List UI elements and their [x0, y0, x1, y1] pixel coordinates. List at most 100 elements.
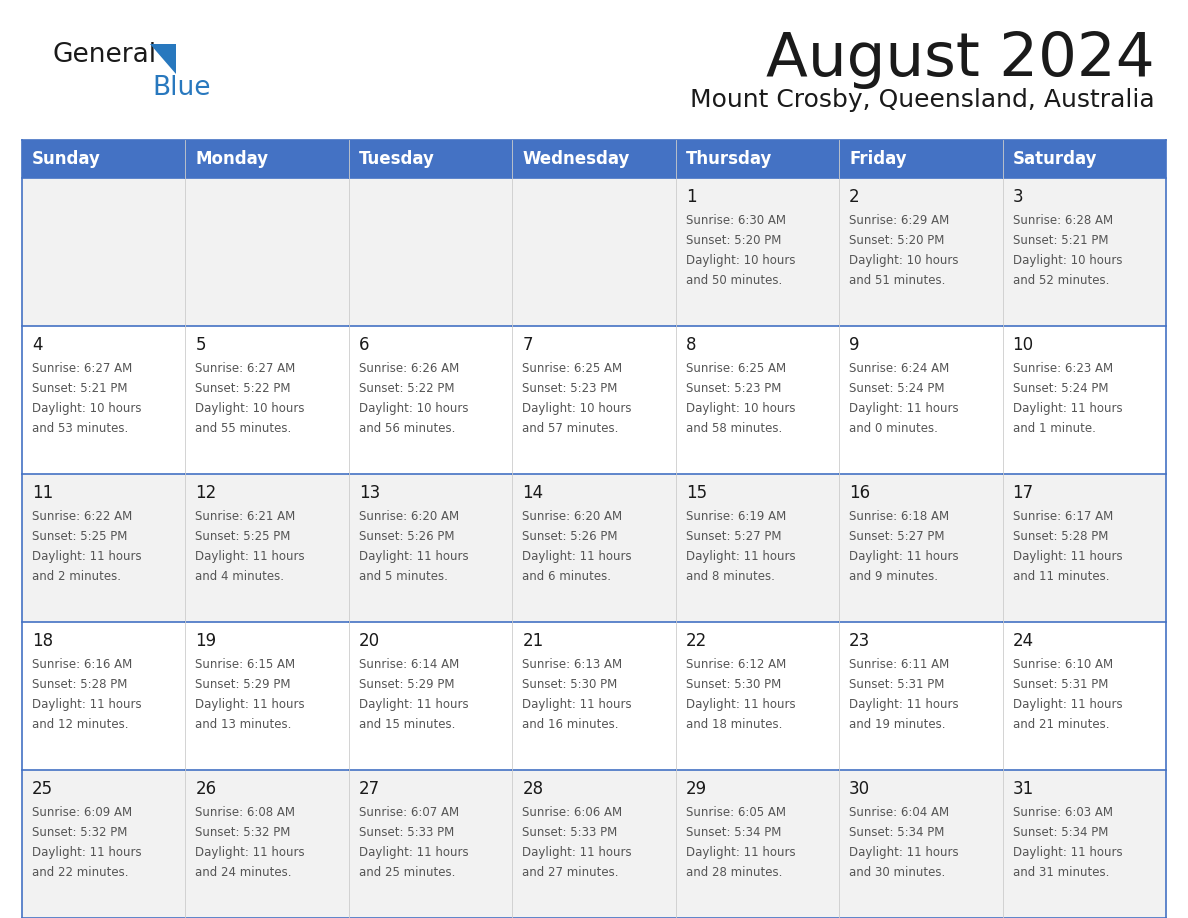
- Text: 28: 28: [523, 780, 543, 798]
- Bar: [349, 770, 512, 918]
- Text: Sunset: 5:29 PM: Sunset: 5:29 PM: [196, 678, 291, 691]
- Text: Sunrise: 6:15 AM: Sunrise: 6:15 AM: [196, 658, 296, 671]
- Text: Mount Crosby, Queensland, Australia: Mount Crosby, Queensland, Australia: [690, 88, 1155, 112]
- Bar: [676, 178, 839, 326]
- Text: Sunrise: 6:28 AM: Sunrise: 6:28 AM: [1012, 214, 1113, 227]
- Text: 21: 21: [523, 632, 544, 650]
- Text: Daylight: 11 hours: Daylight: 11 hours: [685, 550, 795, 563]
- Text: 27: 27: [359, 780, 380, 798]
- Text: Sunset: 5:29 PM: Sunset: 5:29 PM: [359, 678, 454, 691]
- Text: Sunrise: 6:09 AM: Sunrise: 6:09 AM: [32, 806, 132, 819]
- Text: 18: 18: [32, 632, 53, 650]
- Text: Daylight: 11 hours: Daylight: 11 hours: [32, 846, 141, 859]
- Text: and 1 minute.: and 1 minute.: [1012, 422, 1095, 435]
- Text: Sunrise: 6:25 AM: Sunrise: 6:25 AM: [523, 362, 623, 375]
- Text: Sunset: 5:24 PM: Sunset: 5:24 PM: [849, 382, 944, 395]
- Text: Sunset: 5:28 PM: Sunset: 5:28 PM: [32, 678, 127, 691]
- Text: Daylight: 10 hours: Daylight: 10 hours: [523, 402, 632, 415]
- Text: Sunset: 5:25 PM: Sunset: 5:25 PM: [196, 530, 291, 543]
- Text: Sunrise: 6:07 AM: Sunrise: 6:07 AM: [359, 806, 459, 819]
- Text: and 53 minutes.: and 53 minutes.: [32, 422, 128, 435]
- Text: Sunset: 5:26 PM: Sunset: 5:26 PM: [523, 530, 618, 543]
- Text: and 12 minutes.: and 12 minutes.: [32, 718, 128, 731]
- Text: Daylight: 10 hours: Daylight: 10 hours: [1012, 254, 1123, 267]
- Text: Sunrise: 6:19 AM: Sunrise: 6:19 AM: [685, 510, 786, 523]
- Text: 25: 25: [32, 780, 53, 798]
- Text: 12: 12: [196, 484, 216, 502]
- Text: and 50 minutes.: and 50 minutes.: [685, 274, 782, 287]
- Bar: [23, 326, 185, 474]
- Text: Sunrise: 6:10 AM: Sunrise: 6:10 AM: [1012, 658, 1113, 671]
- Text: Daylight: 10 hours: Daylight: 10 hours: [196, 402, 305, 415]
- Bar: [512, 622, 676, 770]
- Text: Daylight: 11 hours: Daylight: 11 hours: [196, 550, 305, 563]
- Bar: [349, 474, 512, 622]
- Text: Daylight: 11 hours: Daylight: 11 hours: [685, 846, 795, 859]
- Text: Daylight: 10 hours: Daylight: 10 hours: [359, 402, 468, 415]
- Text: 30: 30: [849, 780, 871, 798]
- Text: Sunrise: 6:27 AM: Sunrise: 6:27 AM: [196, 362, 296, 375]
- Text: Sunset: 5:24 PM: Sunset: 5:24 PM: [1012, 382, 1108, 395]
- Text: 7: 7: [523, 336, 532, 354]
- Text: Sunrise: 6:18 AM: Sunrise: 6:18 AM: [849, 510, 949, 523]
- Text: Sunrise: 6:23 AM: Sunrise: 6:23 AM: [1012, 362, 1113, 375]
- Bar: [185, 474, 349, 622]
- Text: Wednesday: Wednesday: [523, 150, 630, 168]
- Text: 9: 9: [849, 336, 860, 354]
- Text: Sunrise: 6:22 AM: Sunrise: 6:22 AM: [32, 510, 132, 523]
- Bar: [839, 474, 1003, 622]
- Bar: [839, 326, 1003, 474]
- Bar: [839, 140, 1003, 178]
- Text: Sunrise: 6:25 AM: Sunrise: 6:25 AM: [685, 362, 785, 375]
- Text: August 2024: August 2024: [766, 30, 1155, 89]
- Text: Daylight: 11 hours: Daylight: 11 hours: [1012, 698, 1123, 711]
- Text: Sunset: 5:33 PM: Sunset: 5:33 PM: [523, 826, 618, 839]
- Bar: [185, 326, 349, 474]
- Text: and 25 minutes.: and 25 minutes.: [359, 866, 455, 879]
- Text: 24: 24: [1012, 632, 1034, 650]
- Bar: [1003, 770, 1165, 918]
- Text: Sunset: 5:20 PM: Sunset: 5:20 PM: [685, 234, 781, 247]
- Text: Sunrise: 6:24 AM: Sunrise: 6:24 AM: [849, 362, 949, 375]
- Bar: [512, 326, 676, 474]
- Text: Sunset: 5:31 PM: Sunset: 5:31 PM: [1012, 678, 1108, 691]
- Bar: [1003, 140, 1165, 178]
- Bar: [512, 474, 676, 622]
- Text: 10: 10: [1012, 336, 1034, 354]
- Text: and 52 minutes.: and 52 minutes.: [1012, 274, 1108, 287]
- Text: Daylight: 11 hours: Daylight: 11 hours: [523, 846, 632, 859]
- Text: Sunset: 5:34 PM: Sunset: 5:34 PM: [685, 826, 781, 839]
- Text: and 9 minutes.: and 9 minutes.: [849, 570, 939, 583]
- Text: Sunrise: 6:04 AM: Sunrise: 6:04 AM: [849, 806, 949, 819]
- Text: Sunrise: 6:11 AM: Sunrise: 6:11 AM: [849, 658, 949, 671]
- Bar: [23, 770, 185, 918]
- Bar: [1003, 326, 1165, 474]
- Text: and 13 minutes.: and 13 minutes.: [196, 718, 292, 731]
- Text: Daylight: 11 hours: Daylight: 11 hours: [523, 698, 632, 711]
- Text: and 28 minutes.: and 28 minutes.: [685, 866, 782, 879]
- Text: Sunset: 5:21 PM: Sunset: 5:21 PM: [32, 382, 127, 395]
- Text: 2: 2: [849, 188, 860, 206]
- Text: Sunset: 5:21 PM: Sunset: 5:21 PM: [1012, 234, 1108, 247]
- Bar: [676, 770, 839, 918]
- Text: Daylight: 11 hours: Daylight: 11 hours: [196, 698, 305, 711]
- Text: Sunset: 5:27 PM: Sunset: 5:27 PM: [849, 530, 944, 543]
- Text: and 0 minutes.: and 0 minutes.: [849, 422, 939, 435]
- Text: Daylight: 11 hours: Daylight: 11 hours: [849, 402, 959, 415]
- Text: 20: 20: [359, 632, 380, 650]
- Text: Sunrise: 6:12 AM: Sunrise: 6:12 AM: [685, 658, 786, 671]
- Text: 5: 5: [196, 336, 206, 354]
- Text: Sunrise: 6:14 AM: Sunrise: 6:14 AM: [359, 658, 459, 671]
- Text: 3: 3: [1012, 188, 1023, 206]
- Bar: [1003, 178, 1165, 326]
- Text: Daylight: 10 hours: Daylight: 10 hours: [32, 402, 141, 415]
- Text: and 51 minutes.: and 51 minutes.: [849, 274, 946, 287]
- Text: Daylight: 11 hours: Daylight: 11 hours: [523, 550, 632, 563]
- Text: Sunrise: 6:27 AM: Sunrise: 6:27 AM: [32, 362, 132, 375]
- Text: Friday: Friday: [849, 150, 906, 168]
- Text: Daylight: 11 hours: Daylight: 11 hours: [849, 550, 959, 563]
- Text: Daylight: 11 hours: Daylight: 11 hours: [359, 550, 468, 563]
- Text: Daylight: 11 hours: Daylight: 11 hours: [32, 550, 141, 563]
- Text: Sunrise: 6:30 AM: Sunrise: 6:30 AM: [685, 214, 785, 227]
- Text: and 18 minutes.: and 18 minutes.: [685, 718, 782, 731]
